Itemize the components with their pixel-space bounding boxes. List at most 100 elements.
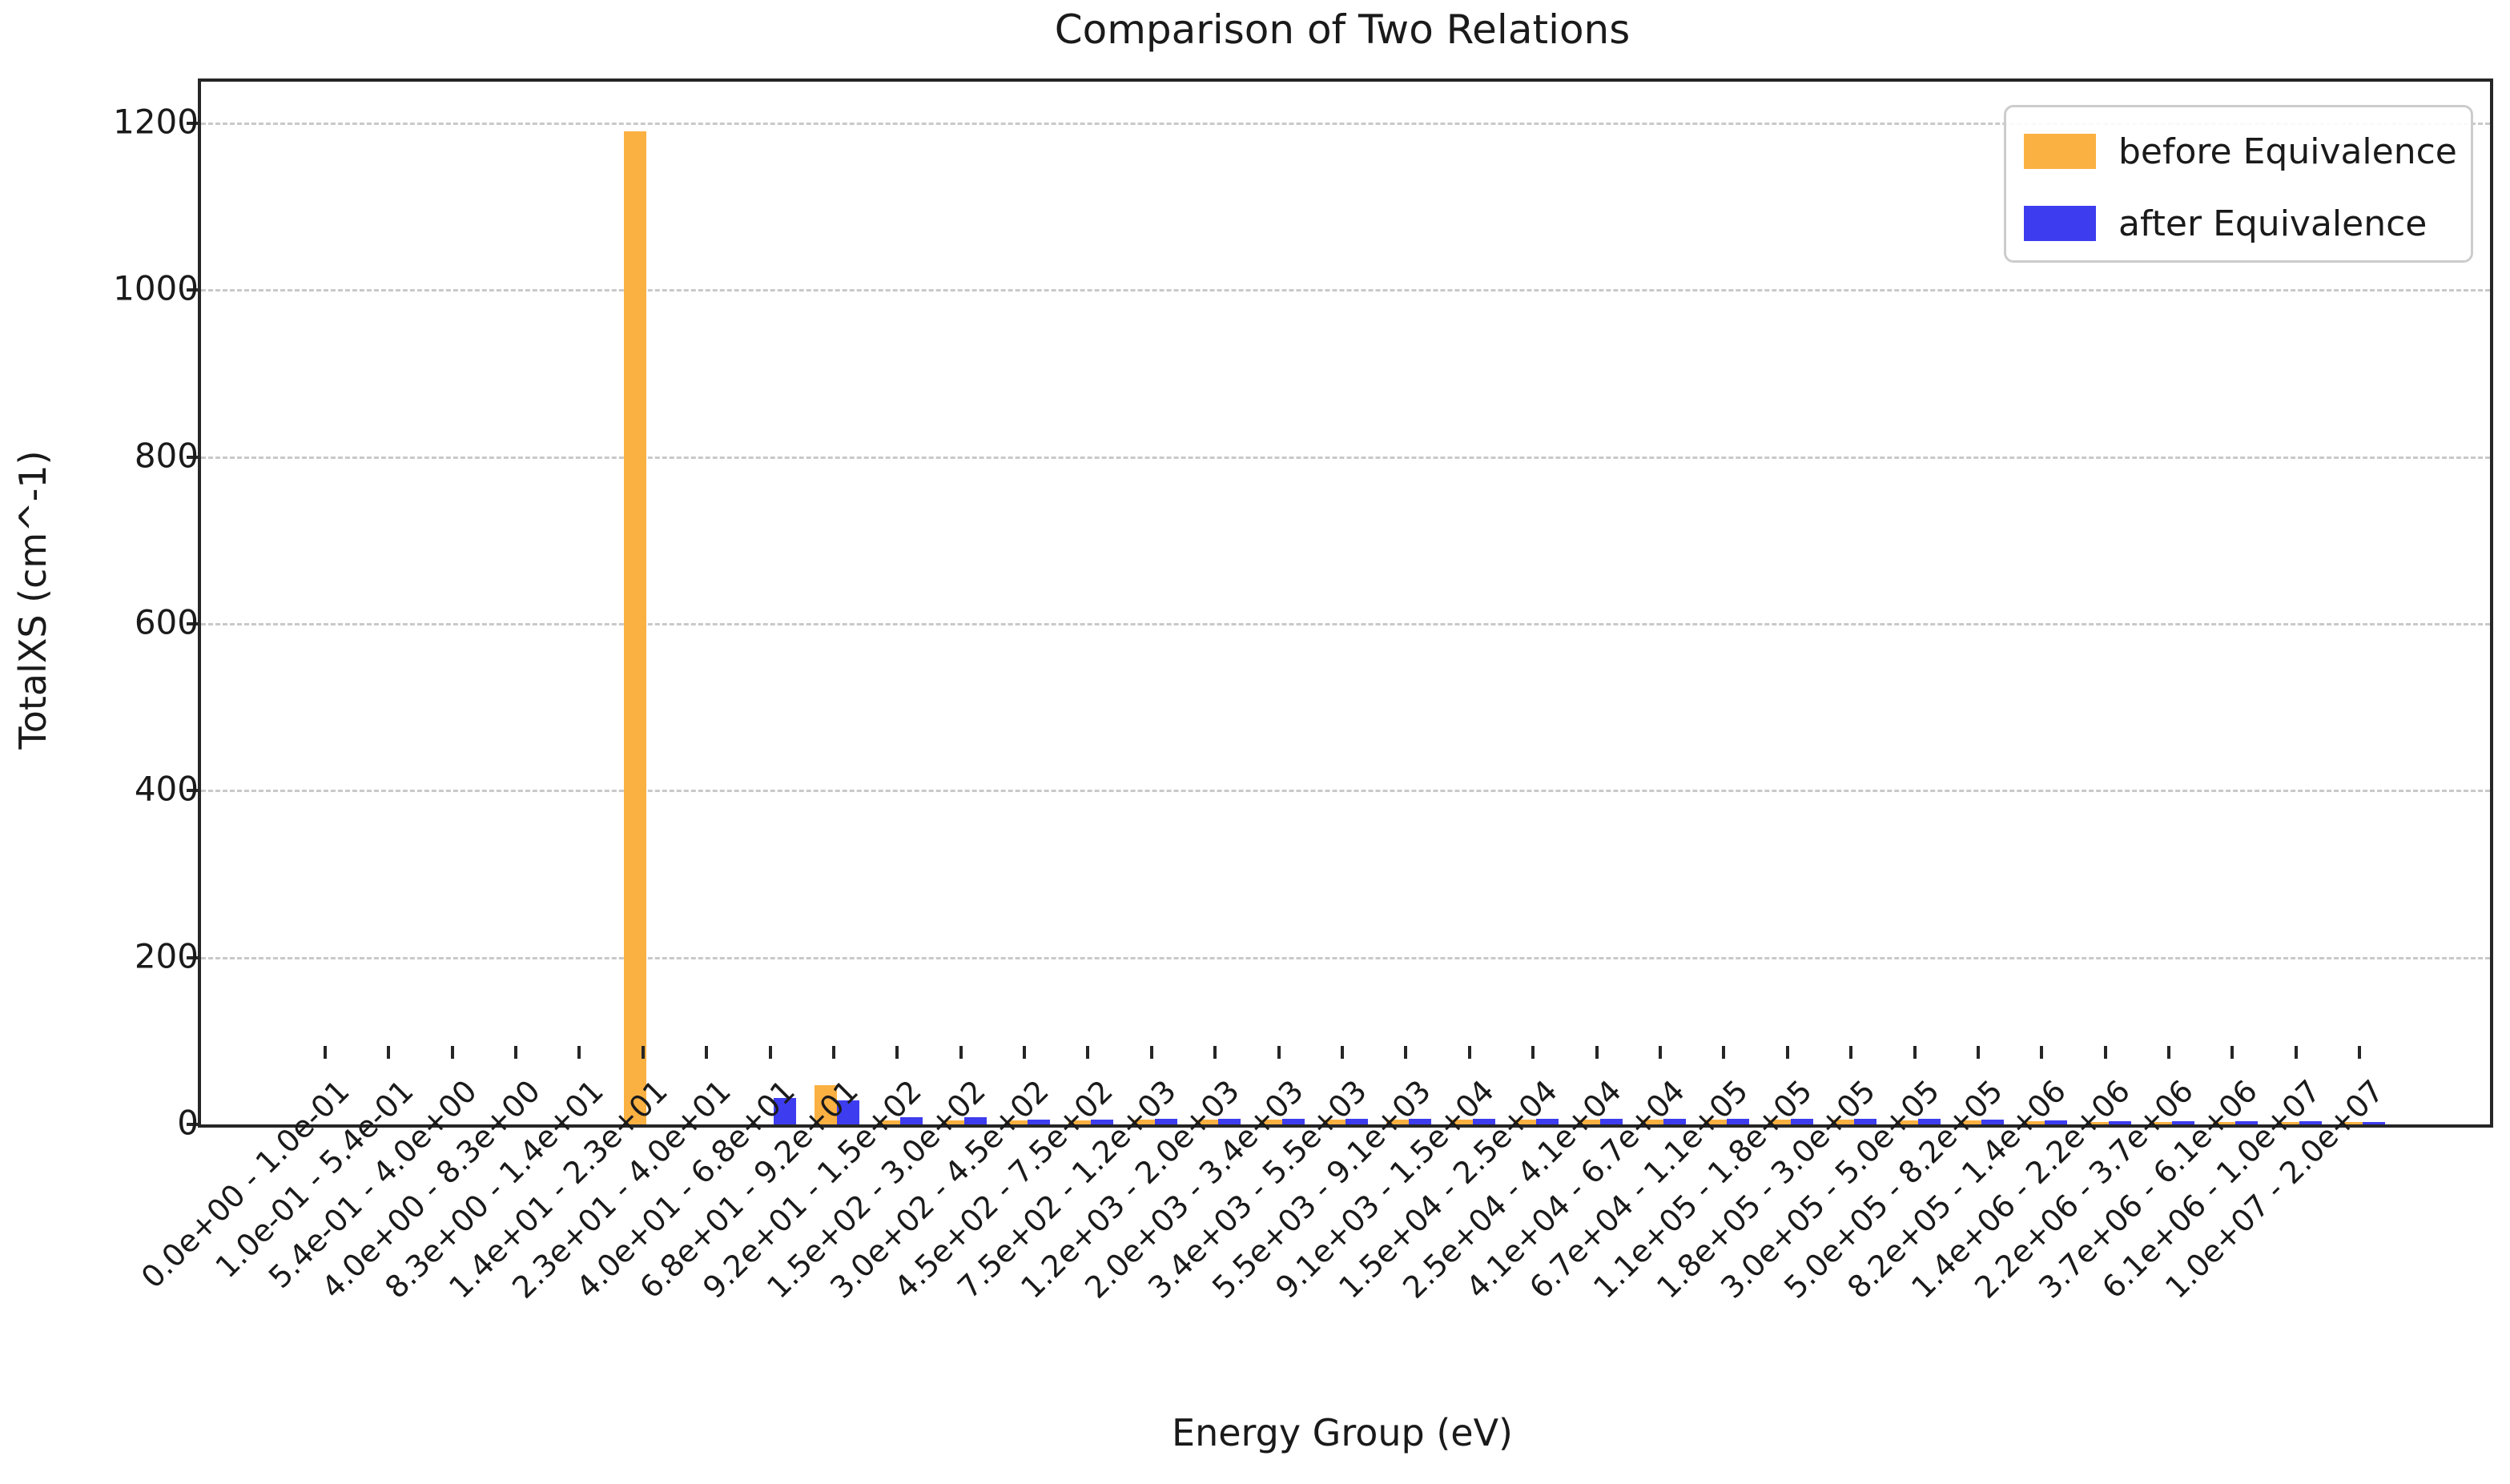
x-tick-4 [577,1046,581,1059]
bar-after-25 [1917,1119,1941,1124]
x-tick-27 [2040,1046,2044,1059]
y-tick-label-1000: 1000 [113,268,199,308]
gridline-1200 [201,123,2490,126]
bar-before-8 [814,1085,837,1124]
bar-before-23 [1768,1120,1791,1124]
bar-after-22 [1727,1119,1750,1124]
y-tick-label-800: 800 [134,436,199,476]
bar-before-20 [1577,1120,1600,1124]
bar-after-19 [1536,1119,1559,1124]
x-tick-14 [1213,1046,1217,1059]
bar-before-32 [2340,1122,2363,1124]
bar-before-31 [2276,1122,2299,1124]
bar-after-12 [1091,1120,1114,1124]
y-axis-title: TotalXS (cm^-1) [11,450,54,750]
x-axis-title: Energy Group (eV) [1172,1411,1513,1454]
gridline-1000 [201,289,2490,292]
bar-after-29 [2172,1121,2195,1124]
bar-after-16 [1346,1119,1368,1124]
x-tick-5 [641,1046,645,1059]
x-tick-32 [2358,1046,2362,1059]
gridline-200 [201,956,2490,959]
bar-after-17 [1409,1119,1432,1124]
x-tick-22 [1722,1046,1726,1059]
bar-after-32 [2363,1122,2386,1124]
bar-after-10 [963,1117,987,1124]
bar-before-12 [1068,1120,1092,1124]
gridline-600 [201,623,2490,626]
gridline-400 [201,790,2490,793]
bar-before-29 [2150,1122,2173,1124]
bar-after-8 [836,1100,859,1124]
legend-label-after: after Equivalence [2118,203,2428,244]
gridline-800 [201,456,2490,459]
x-tick-3 [513,1046,517,1059]
y-tick-1200 [187,122,198,126]
x-tick-29 [2167,1046,2171,1059]
x-tick-31 [2294,1046,2298,1059]
bar-after-24 [1854,1119,1877,1124]
x-tick-16 [1341,1046,1344,1059]
y-tick-600 [187,622,198,626]
bar-before-19 [1514,1120,1537,1124]
y-tick-label-200: 200 [134,936,199,976]
bar-after-11 [1028,1120,1051,1124]
bar-after-9 [900,1117,923,1124]
bar-before-15 [1259,1120,1282,1124]
bar-before-25 [1895,1120,1918,1124]
y-tick-800 [187,455,198,459]
bar-before-9 [878,1120,901,1124]
y-tick-label-1200: 1200 [113,102,199,142]
bar-before-26 [1958,1120,1981,1124]
legend-swatch-after [2024,206,2096,241]
legend: before Equivalence after Equivalence [2004,105,2473,263]
x-tick-20 [1595,1046,1599,1059]
bar-after-28 [2108,1121,2131,1124]
x-tick-23 [1785,1046,1789,1059]
bar-before-28 [2086,1122,2109,1124]
bar-before-22 [1704,1120,1728,1124]
x-tick-6 [705,1046,709,1059]
legend-swatch-before [2024,134,2096,169]
bar-after-18 [1472,1119,1495,1124]
x-tick-0 [323,1046,327,1059]
x-tick-13 [1149,1046,1153,1059]
bar-before-11 [1005,1120,1028,1124]
bar-after-14 [1218,1119,1241,1124]
x-tick-2 [450,1046,454,1059]
legend-entry-before: before Equivalence [2006,123,2471,179]
x-tick-1 [387,1046,391,1059]
bar-after-7 [773,1098,796,1124]
bar-before-5 [623,131,646,1124]
bar-before-27 [2022,1121,2045,1124]
bar-before-21 [1640,1120,1663,1124]
x-tick-26 [1976,1046,1980,1059]
y-tick-label-600: 600 [134,602,199,642]
x-tick-21 [1658,1046,1662,1059]
x-tick-19 [1531,1046,1535,1059]
bar-after-26 [1981,1120,2004,1124]
bar-after-30 [2235,1121,2259,1124]
bar-after-21 [1663,1119,1686,1124]
x-tick-7 [768,1046,772,1059]
x-tick-30 [2230,1046,2234,1059]
legend-label-before: before Equivalence [2118,131,2457,172]
y-tick-0 [187,1123,198,1126]
bar-after-27 [2045,1120,2068,1124]
bar-after-23 [1790,1119,1813,1124]
legend-entry-after: after Equivalence [2006,195,2471,251]
x-tick-18 [1467,1046,1471,1059]
bar-before-13 [1132,1120,1155,1124]
bar-after-31 [2299,1121,2322,1124]
y-tick-200 [187,955,198,959]
y-tick-label-400: 400 [134,769,199,809]
x-tick-24 [1849,1046,1853,1059]
x-tick-12 [1086,1046,1090,1059]
bar-before-24 [1832,1120,1855,1124]
bar-after-15 [1281,1119,1305,1124]
x-tick-28 [2103,1046,2107,1059]
bar-before-18 [1450,1120,1473,1124]
bar-before-30 [2213,1122,2236,1124]
x-tick-17 [1404,1046,1408,1059]
